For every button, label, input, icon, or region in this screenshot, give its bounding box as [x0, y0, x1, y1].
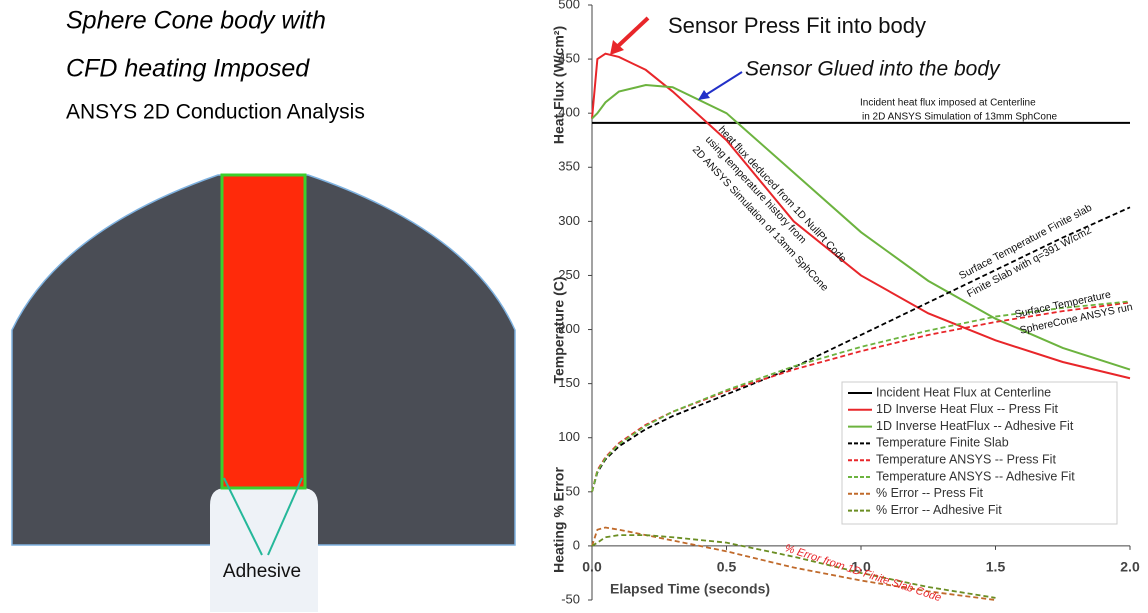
y-tick-label: 350: [558, 159, 580, 174]
annotation: using temperature history from: [703, 134, 809, 247]
y-tick-label: 50: [566, 483, 580, 498]
subtitle: ANSYS 2D Conduction Analysis: [66, 101, 365, 124]
y-axis-label: Heat Flux (W/cm²): [551, 26, 567, 144]
y-tick-label: 500: [558, 0, 580, 11]
legend-label: Temperature ANSYS -- Press Fit: [876, 452, 1056, 466]
y-tick-label: 300: [558, 213, 580, 228]
x-tick-label: 2.0: [1120, 559, 1140, 575]
page: Sphere Cone body with CFD heating Impose…: [0, 0, 1148, 613]
y-axis-label: Temperature (C): [551, 276, 567, 383]
arrowhead: [698, 90, 710, 100]
y-tick-label: -50: [561, 591, 580, 606]
x-axis-label: Elapsed Time (seconds): [610, 581, 770, 597]
sensor: [222, 175, 305, 488]
legend-label: Temperature ANSYS -- Adhesive Fit: [876, 469, 1075, 483]
y-tick-label: 0: [573, 537, 580, 552]
annotation: Sensor Press Fit into body: [668, 13, 926, 38]
title: Sphere Cone body with: [66, 7, 326, 35]
legend-label: Temperature Finite Slab: [876, 436, 1009, 450]
legend-label: % Error -- Press Fit: [876, 486, 983, 500]
y-tick-label: 100: [558, 429, 580, 444]
cavity: [210, 488, 318, 612]
diagram: Sphere Cone body with CFD heating Impose…: [12, 7, 515, 612]
legend-label: 1D Inverse HeatFlux -- Adhesive Fit: [876, 419, 1074, 433]
arrow: [704, 72, 742, 96]
annotation: in 2D ANSYS Simulation of 13mm SphCone: [862, 112, 1058, 123]
title: CFD heating Imposed: [66, 55, 310, 83]
legend-label: Incident Heat Flux at Centerline: [876, 385, 1051, 399]
annotation: % Error from 1D Finite Slab Code: [783, 542, 943, 604]
legend-label: % Error -- Adhesive Fit: [876, 503, 1002, 517]
annotation: Incident heat flux imposed at Centerline: [860, 98, 1036, 109]
arrow: [616, 18, 648, 48]
x-tick-label: 0.0: [582, 559, 602, 575]
y-axis-label: Heating % Error: [551, 467, 567, 573]
label: Adhesive: [223, 561, 301, 582]
legend-label: 1D Inverse Heat Flux -- Press Fit: [876, 402, 1059, 416]
x-tick-label: 1.5: [986, 559, 1006, 575]
annotation: Sensor Glued into the body: [745, 58, 1001, 81]
x-tick-label: 0.5: [717, 559, 737, 575]
